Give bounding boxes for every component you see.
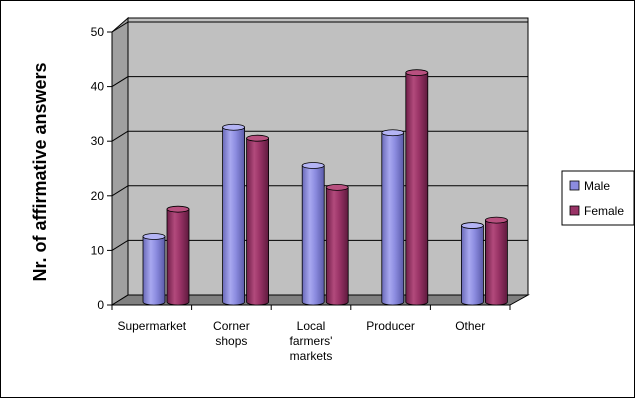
legend-label-male: Male bbox=[584, 179, 610, 193]
bar-body bbox=[222, 126, 245, 306]
bar-female bbox=[325, 183, 349, 306]
gridline-side bbox=[111, 130, 129, 142]
bar-female bbox=[484, 216, 508, 306]
bar-body bbox=[485, 219, 508, 306]
bar-body bbox=[166, 208, 190, 306]
y-axis: 0 10 20 30 40 50 bbox=[91, 25, 113, 312]
bar-body bbox=[325, 186, 349, 306]
y-tick-label: 10 bbox=[91, 243, 105, 257]
x-tick-label: Other bbox=[455, 319, 485, 333]
plot-side-wall bbox=[111, 16, 129, 306]
y-axis-label: Nr. of affirmative answers bbox=[30, 62, 50, 281]
bar-male bbox=[142, 233, 166, 306]
gridline-side bbox=[111, 185, 129, 197]
bar-cap bbox=[222, 123, 246, 131]
bar-male bbox=[381, 129, 405, 306]
bar-body bbox=[142, 236, 166, 306]
legend-label-female: Female bbox=[584, 204, 624, 218]
bar-cap bbox=[166, 205, 190, 213]
bar-cap bbox=[405, 69, 429, 77]
bars-group bbox=[142, 69, 508, 306]
y-tick-label: 20 bbox=[91, 189, 105, 203]
bar-cap bbox=[301, 162, 325, 169]
bar-male bbox=[222, 123, 246, 306]
y-tick-label: 0 bbox=[97, 298, 104, 312]
x-tick-label: Producer bbox=[366, 319, 415, 333]
x-tick-label: Supermarket bbox=[117, 319, 186, 333]
x-axis: Supermarket Corner shops Local farmers' marke… bbox=[111, 304, 511, 363]
bar-female bbox=[246, 134, 270, 306]
legend-box bbox=[561, 170, 635, 226]
bar-body bbox=[246, 137, 269, 306]
gridline-side bbox=[111, 21, 129, 33]
legend-swatch-male bbox=[569, 180, 580, 191]
y-tick-label: 40 bbox=[91, 80, 105, 94]
legend: Male Female bbox=[561, 170, 635, 226]
bar-body bbox=[301, 165, 325, 306]
bar-cap bbox=[484, 216, 508, 224]
bar-male bbox=[301, 162, 325, 306]
bar-cap bbox=[460, 222, 484, 229]
x-tick-label: Corner shops bbox=[213, 319, 250, 348]
bar-male bbox=[460, 222, 484, 306]
bar-cap bbox=[325, 183, 349, 191]
y-tick-label: 30 bbox=[91, 134, 105, 148]
bar-body bbox=[405, 72, 429, 306]
bar-cap bbox=[381, 129, 405, 137]
gridline-side bbox=[111, 76, 129, 88]
bar-cap bbox=[142, 233, 166, 240]
bar-body bbox=[381, 132, 405, 306]
bar-female bbox=[166, 205, 190, 306]
bar-body bbox=[461, 225, 484, 306]
bar-female bbox=[405, 69, 429, 306]
y-tick-label: 50 bbox=[91, 25, 105, 39]
bar-cap bbox=[246, 134, 270, 142]
x-tick-label: Local farmers' markets bbox=[290, 319, 333, 363]
gridline-side bbox=[111, 239, 129, 251]
legend-swatch-female bbox=[569, 205, 580, 216]
